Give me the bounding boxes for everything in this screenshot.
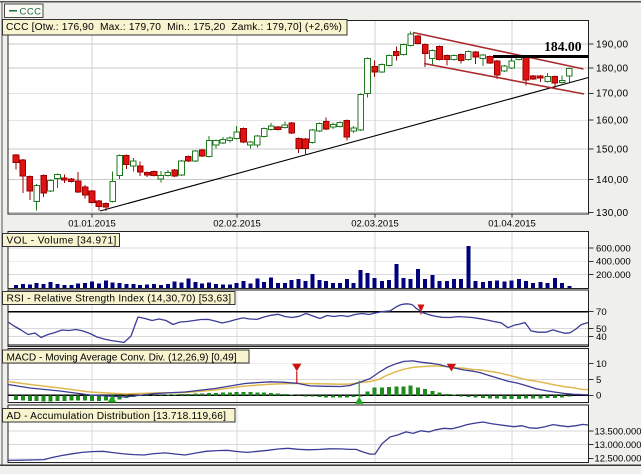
svg-text:VOL - Volume [34.971]: VOL - Volume [34.971] bbox=[7, 236, 117, 247]
svg-text:184.00: 184.00 bbox=[544, 39, 582, 54]
svg-text:CCC: CCC bbox=[20, 6, 42, 17]
svg-text:01.01.2015: 01.01.2015 bbox=[68, 219, 116, 230]
svg-text:70: 70 bbox=[596, 307, 607, 318]
svg-text:02.02.2015: 02.02.2015 bbox=[213, 219, 261, 230]
svg-text:0: 0 bbox=[596, 391, 601, 402]
svg-text:190,00: 190,00 bbox=[596, 39, 629, 50]
svg-text:02.03.2015: 02.03.2015 bbox=[351, 219, 399, 230]
svg-text:01.04.2015: 01.04.2015 bbox=[488, 219, 536, 230]
svg-text:40: 40 bbox=[596, 332, 607, 343]
svg-text:150,00: 150,00 bbox=[596, 144, 629, 155]
svg-text:5: 5 bbox=[596, 375, 601, 386]
svg-text:170,00: 170,00 bbox=[596, 89, 629, 100]
svg-text:200.000: 200.000 bbox=[596, 270, 631, 281]
svg-text:13.000.000: 13.000.000 bbox=[595, 439, 641, 450]
svg-text:180,00: 180,00 bbox=[596, 63, 629, 74]
svg-text:600.000: 600.000 bbox=[596, 243, 631, 254]
svg-text:160,00: 160,00 bbox=[596, 116, 629, 127]
svg-text:MACD - Moving Average Conv. Di: MACD - Moving Average Conv. Div. (12,26,… bbox=[7, 352, 237, 363]
svg-text:CCC [Otw.: 176,90 Max.: 179,7: CCC [Otw.: 176,90 Max.: 179,70 Min.: 175… bbox=[6, 22, 342, 33]
svg-text:10: 10 bbox=[596, 359, 607, 370]
svg-text:400.000: 400.000 bbox=[596, 257, 631, 268]
svg-text:13.500.000: 13.500.000 bbox=[595, 425, 641, 436]
svg-text:AD - Accumulation Distribution: AD - Accumulation Distribution [13.718.1… bbox=[7, 411, 227, 422]
svg-text:RSI - Relative Strength Index: RSI - Relative Strength Index (14,30,70)… bbox=[7, 294, 232, 305]
svg-text:130,00: 130,00 bbox=[596, 208, 629, 219]
svg-text:12.500.000: 12.500.000 bbox=[595, 453, 641, 464]
svg-text:140,00: 140,00 bbox=[596, 175, 629, 186]
